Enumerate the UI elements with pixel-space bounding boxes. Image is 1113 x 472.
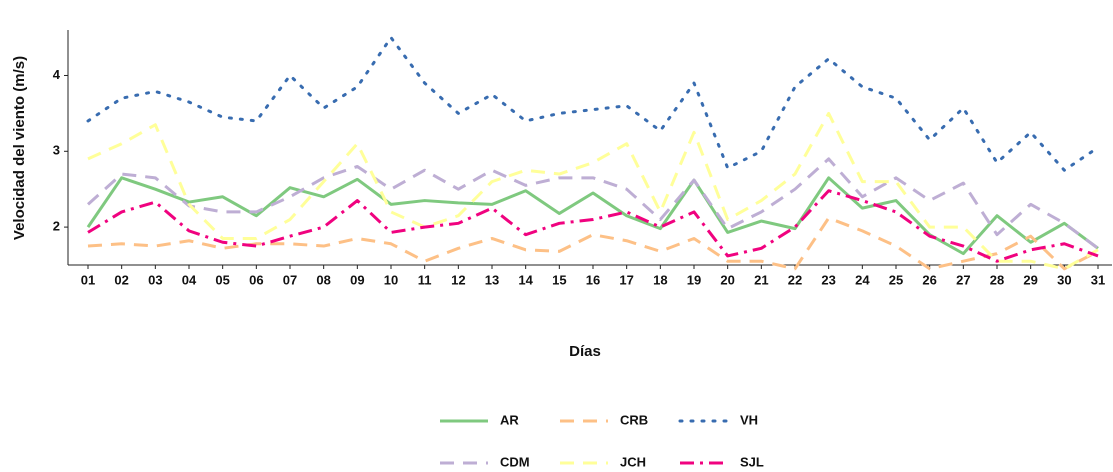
y-tick-label: 3 [53, 143, 60, 158]
series-line [87, 216, 1099, 271]
legend-label: AR [500, 412, 519, 427]
series-line [86, 36, 1100, 172]
x-tick-label: 19 [687, 272, 701, 287]
x-axis-label: Días [569, 343, 601, 360]
series-line [86, 157, 1099, 250]
legend-label: VH [740, 412, 758, 427]
series-line [87, 111, 1099, 271]
series-line [87, 189, 1099, 263]
x-tick-label: 09 [350, 272, 364, 287]
x-tick-label: 16 [586, 272, 600, 287]
x-tick-label: 17 [619, 272, 633, 287]
y-axis-label: Velocidad del viento (m/s) [11, 56, 28, 240]
x-tick-label: 21 [754, 272, 768, 287]
x-tick-label: 23 [821, 272, 835, 287]
x-tick-label: 20 [720, 272, 734, 287]
x-tick-label: 14 [518, 272, 533, 287]
x-tick-label: 13 [485, 272, 499, 287]
legend-label: CRB [620, 412, 648, 427]
x-tick-label: 28 [990, 272, 1004, 287]
series-line [86, 176, 1099, 256]
x-tick-label: 02 [114, 272, 128, 287]
x-tick-label: 27 [956, 272, 970, 287]
x-tick-label: 15 [552, 272, 566, 287]
x-tick-label: 30 [1057, 272, 1071, 287]
x-tick-label: 03 [148, 272, 162, 287]
x-tick-label: 25 [889, 272, 903, 287]
x-tick-label: 12 [451, 272, 465, 287]
y-tick-label: 2 [53, 219, 60, 234]
x-tick-label: 31 [1091, 272, 1105, 287]
legend-label: SJL [740, 454, 764, 469]
x-tick-label: 29 [1023, 272, 1037, 287]
x-tick-label: 05 [215, 272, 229, 287]
legend-label: CDM [500, 454, 530, 469]
x-tick-label: 01 [81, 272, 95, 287]
x-tick-label: 22 [788, 272, 802, 287]
x-tick-label: 10 [384, 272, 398, 287]
x-tick-label: 18 [653, 272, 667, 287]
y-tick-label: 4 [53, 67, 61, 82]
x-tick-label: 24 [855, 272, 870, 287]
x-tick-label: 07 [283, 272, 297, 287]
x-tick-label: 26 [922, 272, 936, 287]
x-tick-label: 06 [249, 272, 263, 287]
x-tick-label: 11 [418, 272, 432, 287]
x-tick-label: 08 [316, 272, 330, 287]
x-tick-label: 04 [182, 272, 197, 287]
legend-label: JCH [620, 454, 646, 469]
